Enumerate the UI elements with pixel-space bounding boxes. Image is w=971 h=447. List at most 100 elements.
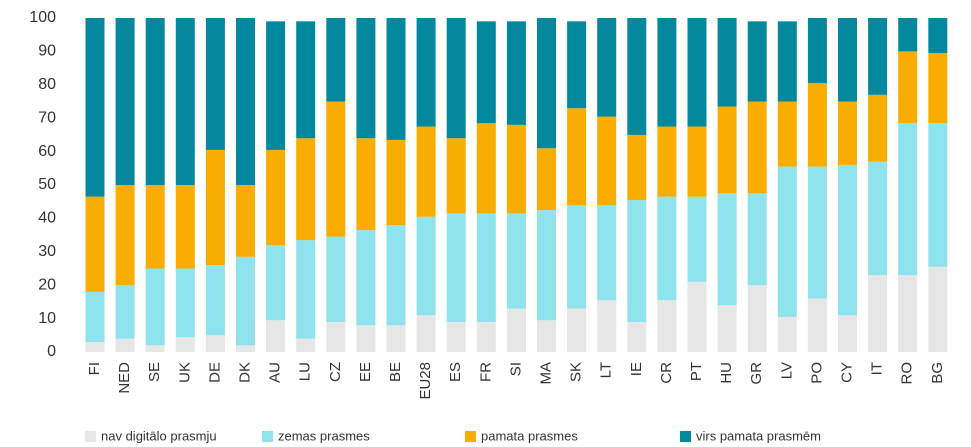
bar-segment — [236, 185, 255, 257]
x-tick-label: EE — [357, 362, 374, 382]
bar-segment — [205, 18, 225, 150]
bar-segment — [356, 230, 376, 326]
bar-segment — [175, 336, 195, 352]
bar-segment — [597, 205, 617, 301]
bar-segment — [386, 225, 406, 326]
y-tick-label: 0 — [47, 343, 56, 360]
bar-segment — [838, 315, 857, 352]
bar-segment — [386, 325, 406, 352]
bar-segment — [597, 300, 617, 352]
y-tick-label: 80 — [38, 76, 56, 93]
x-tick-label: NED — [116, 362, 133, 394]
x-tick-label: LU — [297, 362, 314, 381]
x-tick-label: FR — [477, 362, 494, 382]
bar-segment — [296, 138, 316, 241]
x-tick-label: CR — [658, 362, 675, 384]
bar-segment — [898, 123, 918, 276]
bar-segment — [296, 338, 316, 352]
bar-segment — [145, 268, 165, 346]
y-tick-label: 40 — [38, 210, 56, 227]
bar-segment — [807, 83, 827, 167]
bar-segment — [356, 18, 376, 139]
bar-segment — [687, 18, 707, 127]
bar-segment — [838, 18, 857, 102]
x-tick-label: FI — [86, 362, 103, 375]
bar-segment — [537, 210, 556, 321]
bar-segment — [115, 18, 135, 185]
bar-segment — [807, 298, 827, 352]
bar-segment — [868, 275, 888, 352]
bar-segment — [446, 321, 466, 352]
bar-segment — [236, 256, 255, 346]
bar-segment — [476, 123, 496, 214]
bar-segment — [85, 291, 105, 342]
bar-segment — [356, 138, 376, 231]
bar-segment — [115, 185, 135, 286]
bar-segment — [416, 315, 436, 352]
bar-segment — [898, 51, 918, 124]
bar-segment — [898, 275, 918, 352]
x-tick-label: CY — [838, 362, 855, 383]
bar-segment — [115, 285, 135, 339]
y-tick-label: 50 — [38, 176, 56, 193]
x-tick-label: IE — [628, 362, 645, 376]
bar-segment — [446, 213, 466, 322]
bar-segment — [567, 308, 587, 352]
bar-segment — [236, 345, 255, 352]
bar-segment — [868, 94, 888, 162]
bar-segment — [717, 305, 737, 352]
bar-segment — [506, 21, 526, 125]
bar-segment — [296, 240, 316, 339]
bar-segment — [747, 101, 767, 194]
x-tick-label: AU — [267, 362, 284, 383]
bar-segment — [145, 18, 165, 185]
legend-label: nav digitālo prasmju — [101, 428, 217, 443]
bar-segment — [476, 321, 496, 352]
bar-segment — [175, 18, 195, 185]
bar-segment — [717, 18, 737, 107]
bar-segment — [205, 149, 225, 266]
bar-segment — [205, 265, 225, 336]
x-tick-label: LT — [598, 362, 615, 378]
y-tick-label: 20 — [38, 276, 56, 293]
x-tick-label: DK — [236, 362, 253, 383]
bar-segment — [446, 18, 466, 139]
bar-segment — [777, 21, 797, 102]
bar-segment — [928, 53, 948, 124]
bar-segment — [145, 185, 165, 269]
legend-swatch — [680, 431, 691, 442]
bar-segment — [777, 101, 797, 167]
x-tick-label: HU — [718, 362, 735, 384]
bar-segment — [506, 124, 526, 214]
x-tick-label: PT — [688, 362, 705, 381]
bar-segment — [266, 320, 286, 352]
bar-segment — [567, 21, 587, 109]
bar-segment — [928, 123, 948, 267]
bar-segment — [868, 161, 888, 276]
bar-segment — [537, 320, 556, 352]
legend-label: virs pamata prasmēm — [696, 428, 821, 443]
bar-segment — [386, 18, 406, 140]
bar-segment — [537, 18, 556, 149]
bar-segment — [807, 166, 827, 299]
x-tick-label: RO — [899, 362, 916, 385]
bar-segment — [928, 18, 948, 54]
bar-segment — [898, 18, 918, 52]
x-tick-label: MA — [537, 362, 554, 385]
bar-segment — [386, 139, 406, 226]
bar-segment — [627, 18, 647, 135]
bar-segment — [717, 193, 737, 306]
bar-segment — [446, 138, 466, 214]
bar-segment — [326, 321, 346, 352]
bar-segment — [838, 164, 857, 316]
bar-segment — [476, 21, 496, 124]
bar-segment — [145, 345, 165, 352]
legend-label: pamata prasmes — [481, 428, 578, 443]
bar-segment — [175, 268, 195, 337]
x-tick-label: PO — [808, 362, 825, 384]
x-tick-label: IT — [869, 362, 886, 375]
legend-swatch — [262, 431, 273, 442]
x-tick-label: UK — [176, 362, 193, 383]
bar-segment — [868, 18, 888, 95]
